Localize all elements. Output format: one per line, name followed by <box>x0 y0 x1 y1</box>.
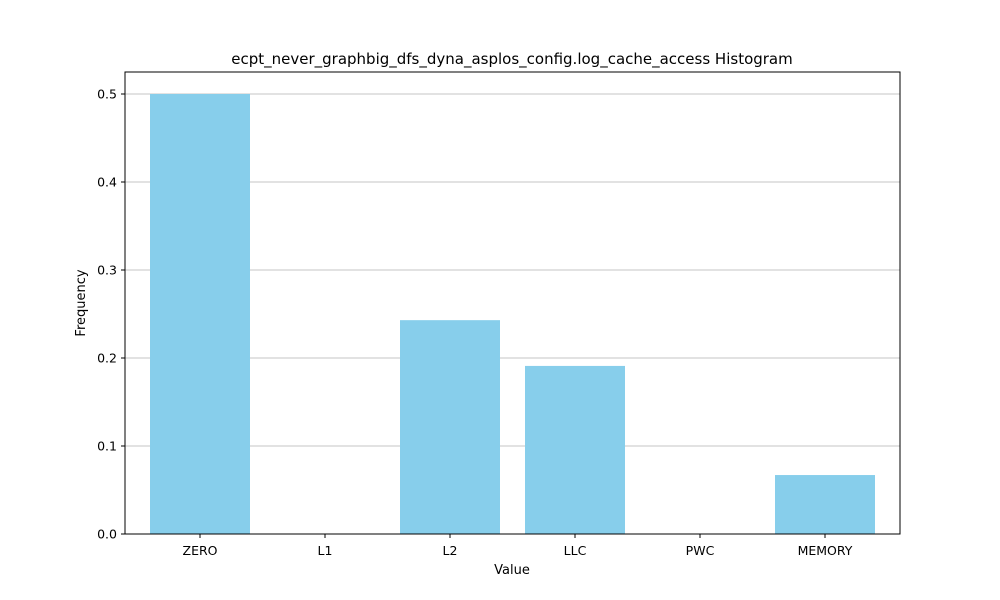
gridlines <box>125 93 900 447</box>
y-axis-label: Frequency <box>74 269 89 336</box>
bar-memory <box>775 475 875 534</box>
y-tick-label: 0.2 <box>97 351 117 366</box>
bar-zero <box>150 94 250 534</box>
y-tick-label: 0.0 <box>97 527 117 542</box>
y-tick-label: 0.4 <box>97 175 117 190</box>
y-tick-label: 0.3 <box>97 263 117 278</box>
y-axis-ticks: 0.0 0.1 0.2 0.3 0.4 0.5 <box>97 87 125 542</box>
bar-llc <box>525 365 625 534</box>
x-tick-label: MEMORY <box>798 543 853 558</box>
x-tick-label: PWC <box>686 543 715 558</box>
x-axis-label: Value <box>494 563 530 578</box>
chart-title: ecpt_never_graphbig_dfs_dyna_asplos_conf… <box>231 50 793 69</box>
x-tick-label: ZERO <box>183 543 218 558</box>
plot-frame <box>124 71 901 535</box>
x-tick-label: LLC <box>564 543 587 558</box>
x-tick-label: L1 <box>318 543 333 558</box>
x-axis-ticks: ZERO L1 L2 LLC PWC MEMORY <box>183 534 853 558</box>
bar-l2 <box>400 320 500 534</box>
y-tick-label: 0.5 <box>97 87 117 102</box>
bars <box>150 94 875 534</box>
y-tick-label: 0.1 <box>97 439 117 454</box>
x-tick-label: L2 <box>443 543 458 558</box>
